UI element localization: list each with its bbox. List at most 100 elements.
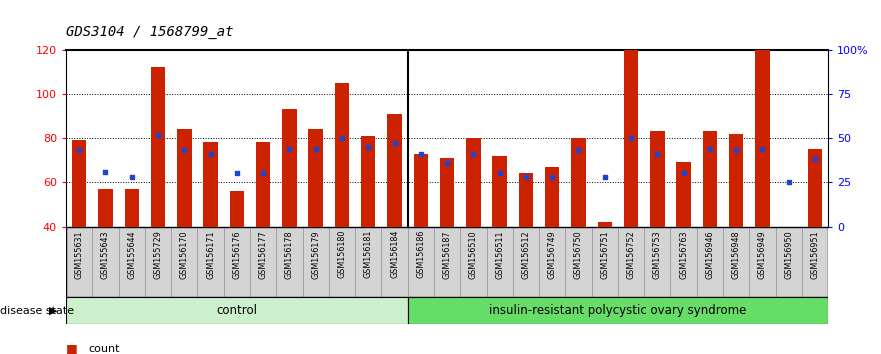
Text: GDS3104 / 1568799_at: GDS3104 / 1568799_at [66,25,233,39]
FancyBboxPatch shape [750,227,775,297]
Point [624,135,638,141]
FancyBboxPatch shape [197,227,224,297]
Text: GSM156180: GSM156180 [337,230,346,279]
Text: count: count [88,344,120,354]
FancyBboxPatch shape [513,227,539,297]
Point [677,171,691,176]
FancyBboxPatch shape [66,227,93,297]
Text: GSM155643: GSM155643 [101,230,110,279]
Bar [677,162,691,227]
Text: GSM156950: GSM156950 [784,230,793,279]
Bar [545,167,559,227]
Point [335,135,349,141]
Bar [99,189,113,227]
Point [151,132,165,137]
Point [256,171,270,176]
Bar [72,140,86,227]
Bar [308,129,323,227]
Bar [151,67,166,227]
Text: GSM156177: GSM156177 [259,230,268,279]
FancyBboxPatch shape [302,227,329,297]
Text: GSM156949: GSM156949 [758,230,767,279]
Text: GSM156178: GSM156178 [285,230,294,279]
Text: GSM156951: GSM156951 [811,230,819,279]
FancyBboxPatch shape [592,227,618,297]
Point [703,146,717,152]
Text: GSM156171: GSM156171 [206,230,215,279]
Bar [124,189,139,227]
FancyBboxPatch shape [144,227,171,297]
Bar [204,143,218,227]
Bar [256,143,270,227]
Point [361,144,375,150]
Bar [361,136,375,227]
Bar [519,173,533,227]
FancyBboxPatch shape [93,227,119,297]
Text: disease state: disease state [0,306,74,316]
Text: GSM155729: GSM155729 [153,230,163,279]
Text: GSM156946: GSM156946 [706,230,714,279]
FancyBboxPatch shape [381,227,408,297]
Point [650,151,664,157]
Text: GSM156170: GSM156170 [180,230,189,279]
Bar [703,131,717,227]
Bar [597,222,612,227]
FancyBboxPatch shape [329,227,355,297]
Point [125,174,139,180]
Point [308,146,322,152]
Point [729,148,744,153]
FancyBboxPatch shape [775,227,802,297]
Bar [808,149,822,227]
Point [597,174,611,180]
Point [572,148,586,153]
Point [440,160,455,166]
Text: GSM156184: GSM156184 [390,230,399,279]
Point [781,179,796,185]
Bar [624,50,638,227]
FancyBboxPatch shape [171,227,197,297]
Bar [755,50,770,227]
FancyBboxPatch shape [119,227,144,297]
Bar [650,131,664,227]
FancyBboxPatch shape [566,227,592,297]
Bar [388,114,402,227]
FancyBboxPatch shape [802,227,828,297]
Bar [177,129,191,227]
Text: GSM155631: GSM155631 [75,230,84,279]
Text: control: control [217,304,257,317]
FancyBboxPatch shape [434,227,460,297]
Bar [282,109,297,227]
FancyBboxPatch shape [486,227,513,297]
Point [388,141,402,146]
Text: GSM156511: GSM156511 [495,230,504,279]
Bar [466,138,481,227]
Text: GSM156512: GSM156512 [522,230,530,279]
FancyBboxPatch shape [66,297,408,324]
FancyBboxPatch shape [670,227,697,297]
Text: ■: ■ [66,342,78,354]
Point [466,151,480,157]
Bar [440,158,455,227]
Text: GSM156948: GSM156948 [731,230,741,279]
Point [519,174,533,180]
Bar [335,83,349,227]
Text: GSM156750: GSM156750 [574,230,583,279]
FancyBboxPatch shape [408,297,828,324]
Text: GSM155644: GSM155644 [127,230,137,279]
FancyBboxPatch shape [250,227,277,297]
Text: ▶: ▶ [48,306,57,316]
FancyBboxPatch shape [277,227,302,297]
Bar [230,191,244,227]
Point [230,171,244,176]
Text: GSM156749: GSM156749 [548,230,557,279]
FancyBboxPatch shape [539,227,566,297]
Point [414,151,428,157]
Text: GSM156181: GSM156181 [364,230,373,279]
Text: GSM156763: GSM156763 [679,230,688,279]
Text: GSM156176: GSM156176 [233,230,241,279]
FancyBboxPatch shape [224,227,250,297]
FancyBboxPatch shape [697,227,723,297]
Point [177,148,191,153]
Text: GSM156179: GSM156179 [311,230,320,279]
Point [99,169,113,175]
